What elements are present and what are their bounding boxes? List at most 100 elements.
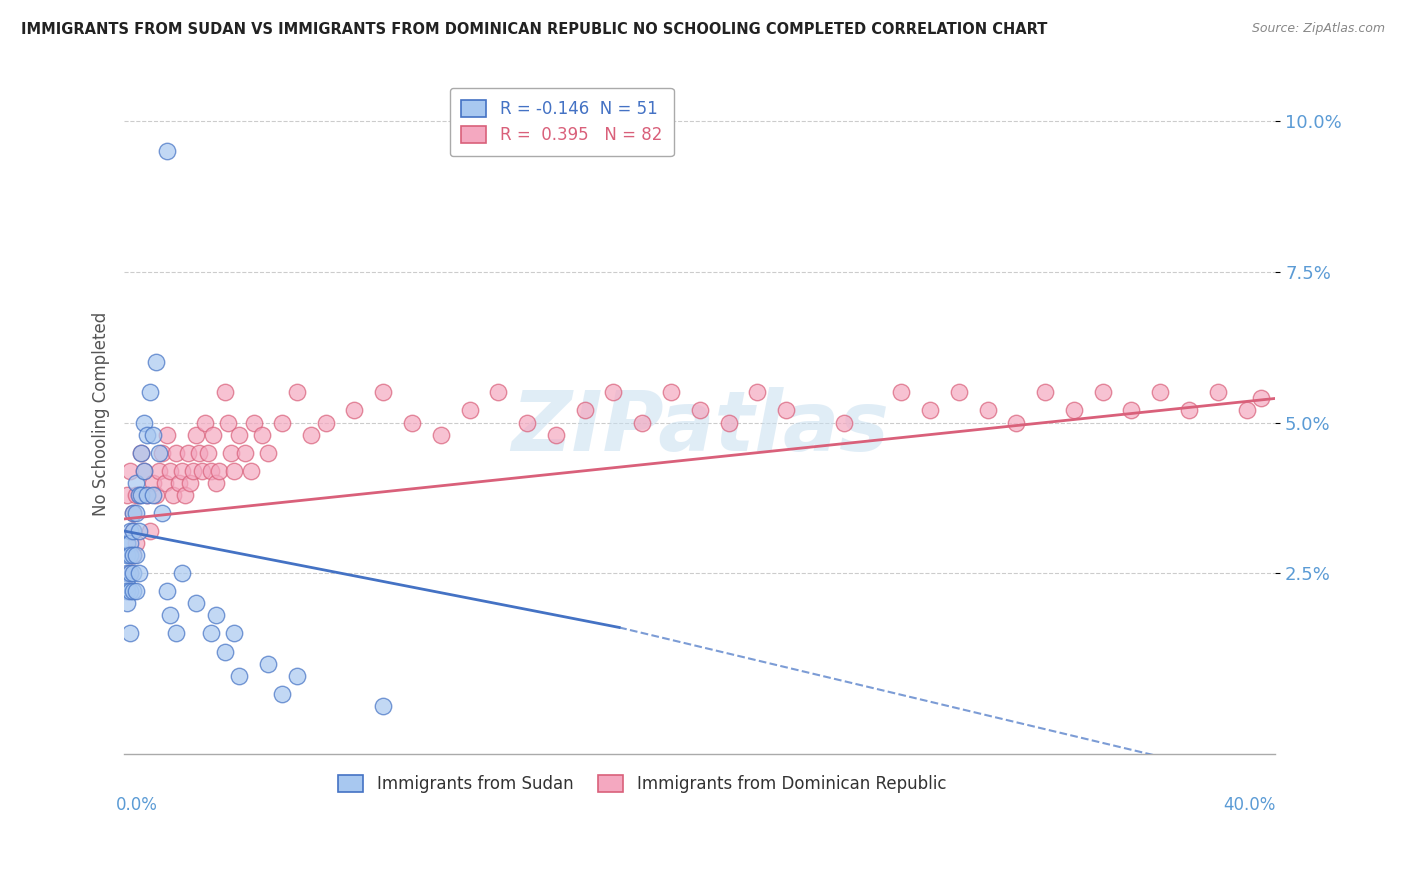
- Point: [162, 488, 184, 502]
- Point: [115, 596, 138, 610]
- Point: [373, 385, 395, 400]
- Point: [121, 584, 143, 599]
- Point: [1178, 403, 1201, 417]
- Point: [343, 403, 366, 417]
- Point: [125, 506, 148, 520]
- Point: [659, 385, 682, 400]
- Point: [134, 464, 156, 478]
- Point: [233, 445, 256, 459]
- Point: [222, 626, 245, 640]
- Point: [574, 403, 596, 417]
- Point: [1033, 385, 1056, 400]
- Point: [747, 385, 769, 400]
- Point: [125, 475, 148, 490]
- Point: [165, 445, 187, 459]
- Point: [125, 488, 148, 502]
- Point: [188, 445, 211, 459]
- Point: [214, 644, 236, 658]
- Point: [1250, 392, 1272, 406]
- Point: [257, 657, 280, 671]
- Point: [156, 145, 179, 159]
- Point: [228, 668, 250, 682]
- Point: [631, 416, 654, 430]
- Point: [219, 445, 242, 459]
- Point: [1149, 385, 1171, 400]
- Point: [128, 566, 150, 581]
- Point: [142, 475, 165, 490]
- Point: [115, 578, 138, 592]
- Point: [136, 488, 159, 502]
- Point: [242, 416, 264, 430]
- Text: ZIPatlas: ZIPatlas: [510, 386, 889, 467]
- Point: [118, 524, 141, 538]
- Point: [128, 488, 150, 502]
- Point: [128, 524, 150, 538]
- Point: [159, 464, 181, 478]
- Point: [200, 464, 222, 478]
- Point: [121, 506, 143, 520]
- Point: [689, 403, 711, 417]
- Point: [208, 464, 231, 478]
- Point: [118, 584, 141, 599]
- Point: [136, 427, 159, 442]
- Point: [239, 464, 262, 478]
- Point: [285, 385, 308, 400]
- Point: [118, 566, 141, 581]
- Point: [125, 548, 148, 562]
- Point: [159, 608, 181, 623]
- Point: [200, 626, 222, 640]
- Point: [271, 687, 294, 701]
- Point: [121, 566, 143, 581]
- Point: [165, 626, 187, 640]
- Point: [429, 427, 451, 442]
- Point: [214, 385, 236, 400]
- Point: [890, 385, 912, 400]
- Point: [121, 548, 143, 562]
- Point: [142, 427, 165, 442]
- Point: [228, 427, 250, 442]
- Point: [832, 416, 855, 430]
- Point: [186, 596, 208, 610]
- Point: [1206, 385, 1229, 400]
- Point: [150, 506, 173, 520]
- Point: [186, 427, 208, 442]
- Point: [1121, 403, 1143, 417]
- Point: [131, 488, 153, 502]
- Point: [118, 626, 141, 640]
- Point: [1091, 385, 1114, 400]
- Point: [136, 488, 159, 502]
- Point: [299, 427, 322, 442]
- Point: [131, 445, 153, 459]
- Point: [401, 416, 423, 430]
- Point: [145, 355, 167, 369]
- Point: [191, 464, 214, 478]
- Point: [1063, 403, 1085, 417]
- Point: [121, 506, 143, 520]
- Point: [271, 416, 294, 430]
- Point: [217, 416, 239, 430]
- Point: [142, 488, 165, 502]
- Point: [1005, 416, 1028, 430]
- Point: [1236, 403, 1258, 417]
- Point: [252, 427, 274, 442]
- Point: [918, 403, 941, 417]
- Point: [134, 416, 156, 430]
- Point: [373, 698, 395, 713]
- Point: [118, 464, 141, 478]
- Point: [156, 584, 179, 599]
- Point: [285, 668, 308, 682]
- Point: [257, 445, 280, 459]
- Point: [121, 524, 143, 538]
- Point: [118, 548, 141, 562]
- Point: [717, 416, 740, 430]
- Point: [148, 464, 170, 478]
- Point: [976, 403, 998, 417]
- Point: [145, 488, 167, 502]
- Point: [948, 385, 970, 400]
- Point: [134, 464, 156, 478]
- Y-axis label: No Schooling Completed: No Schooling Completed: [93, 311, 110, 516]
- Point: [153, 475, 176, 490]
- Point: [115, 566, 138, 581]
- Point: [115, 584, 138, 599]
- Point: [125, 584, 148, 599]
